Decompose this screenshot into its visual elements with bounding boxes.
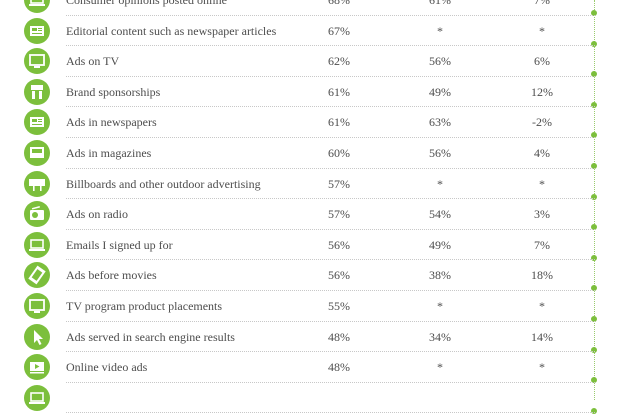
value-cell-1: 48% [328,329,350,344]
value-cell-3: * [539,176,545,191]
value-cell-2: * [437,298,443,313]
row-label: Ads in magazines [66,145,152,160]
value-cell-2: 56% [429,54,451,69]
value-cell-1: 61% [328,84,350,99]
right-guide-line [594,0,595,400]
laptop-icon [24,231,50,258]
value-cell-3: 4% [534,145,550,160]
row-end-dot [591,377,597,384]
value-cell-1: 48% [328,360,350,375]
row-label: Consumer opinions posted online [66,0,227,7]
row-label: Ads before movies [66,268,157,283]
value-cell-1: 67% [328,23,350,38]
table-row: Brand sponsorships 61% 49% 12% [0,77,635,108]
value-cell-3: * [539,298,545,313]
value-cell-2: 49% [429,237,451,252]
value-cell-3: * [539,23,545,38]
value-cell-1: 56% [328,268,350,283]
sponsorship-icon [24,78,50,105]
table-row: Ads in newspapers 61% 63% -2% [0,107,635,139]
table-row [0,383,635,414]
tv-icon [24,48,50,75]
row-end-dot [591,40,597,47]
table-row: Consumer opinions posted online 68% 61% 7% [0,0,635,16]
row-end-dot [591,132,597,139]
value-cell-2: 54% [429,207,451,222]
value-cell-2: 56% [429,145,451,160]
table-row: Ads on TV 62% 56% 6% [0,46,635,78]
value-cell-1: 55% [328,298,350,313]
row-end-dot [591,101,597,108]
value-cell-2: 63% [429,115,451,130]
laptop-icon [24,384,50,411]
table-row: Ads on radio 57% 54% 3% [0,199,635,231]
row-end-dot [591,71,597,78]
table-row: Ads before movies 56% 38% 18% [0,260,635,292]
table-row: Ads in magazines 60% 56% 4% [0,138,635,169]
value-cell-1: 62% [328,54,350,69]
row-label: Online video ads [66,360,148,375]
value-cell-1: 60% [328,145,350,160]
row-end-dot [591,285,597,292]
cursor-icon [24,323,50,350]
newspaper-icon [24,17,50,44]
value-cell-2: 38% [429,268,451,283]
value-cell-3: 6% [534,54,550,69]
value-cell-3: 12% [531,84,553,99]
value-cell-1: 61% [328,115,350,130]
row-label: Brand sponsorships [66,84,161,99]
row-label: Billboards and other outdoor advertising [66,176,261,191]
value-cell-3: 7% [534,237,550,252]
table-row: TV program product placements 55% * * [0,291,635,322]
magazine-icon [24,139,50,166]
row-label: Ads served in search engine results [66,329,235,344]
laptop-icon [24,0,50,13]
billboard-icon [24,170,50,197]
table-row: Emails I signed up for 56% 49% 7% [0,230,635,261]
value-cell-3: 7% [534,0,550,7]
value-cell-2: * [437,23,443,38]
table-row: Editorial content such as newspaper arti… [0,16,635,47]
value-cell-1: 68% [328,0,350,7]
value-cell-3: -2% [532,115,552,130]
value-cell-3: 18% [531,268,553,283]
value-cell-2: 49% [429,84,451,99]
table-row: Billboards and other outdoor advertising… [0,169,635,200]
film-icon [24,262,50,289]
value-cell-1: 56% [328,237,350,252]
row-label: TV program product placements [66,298,223,313]
value-cell-2: 34% [429,329,451,344]
row-end-dot [591,315,597,322]
row-end-dot [591,193,597,200]
value-cell-3: * [539,360,545,375]
row-label: Editorial content such as newspaper arti… [66,23,277,38]
row-end-dot [591,254,597,261]
table-row: Ads served in search engine results 48% 34… [0,322,635,353]
radio-icon [24,201,50,228]
row-end-dot [591,346,597,353]
row-label: Ads on radio [66,207,128,222]
row-end-dot [591,224,597,231]
row-end-dot [591,407,597,414]
row-label: Emails I signed up for [66,237,173,252]
newspaper-icon [24,109,50,136]
row-label: Ads in newspapers [66,115,157,130]
value-cell-1: 57% [328,207,350,222]
tv-icon [24,292,50,319]
value-cell-2: 61% [429,0,451,7]
row-end-dot [591,162,597,169]
value-cell-2: * [437,176,443,191]
value-cell-1: 57% [328,176,350,191]
video-icon [24,354,50,381]
row-end-dot [591,10,597,16]
row-label: Ads on TV [66,54,120,69]
value-cell-3: 14% [531,329,553,344]
table-row: Online video ads 48% * * [0,352,635,384]
value-cell-3: 3% [534,207,550,222]
value-cell-2: * [437,360,443,375]
